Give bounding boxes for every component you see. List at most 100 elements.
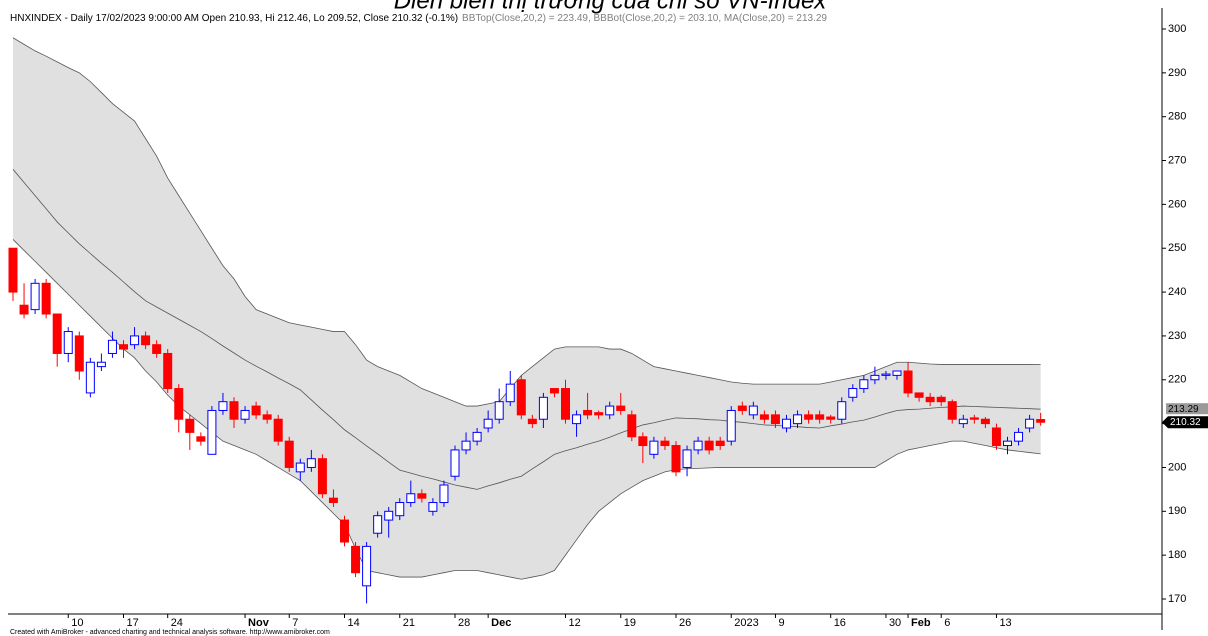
candle-body bbox=[8, 247, 18, 293]
candle-body bbox=[936, 396, 946, 403]
candle-body bbox=[494, 401, 504, 420]
candle-body bbox=[428, 502, 438, 512]
candle-body bbox=[373, 515, 383, 534]
x-tick-label: 26 bbox=[679, 617, 691, 629]
candle-body bbox=[759, 414, 769, 420]
y-tick-label: 260 bbox=[1168, 198, 1186, 210]
ma-value-box bbox=[1166, 403, 1208, 415]
candle-body bbox=[837, 401, 847, 420]
header-indicators: BBTop(Close,20,2) = 223.49, BBBot(Close,… bbox=[462, 13, 827, 24]
candle-body bbox=[196, 436, 206, 442]
x-tick-label: 30 bbox=[889, 617, 901, 629]
candle-body bbox=[284, 440, 294, 468]
candle-body bbox=[793, 414, 803, 425]
candle-body bbox=[273, 418, 283, 442]
x-tick-label: 14 bbox=[348, 617, 360, 629]
candle-body bbox=[748, 405, 758, 416]
candle-body bbox=[395, 502, 405, 517]
candle-body bbox=[638, 436, 648, 447]
candle-body bbox=[516, 379, 526, 416]
candle-body bbox=[74, 335, 84, 372]
candle-body bbox=[461, 440, 471, 451]
candle-body bbox=[991, 427, 1001, 447]
x-tick-label: Nov bbox=[248, 617, 270, 629]
candle-body bbox=[704, 440, 714, 451]
candle-body bbox=[527, 418, 537, 425]
x-tick-label: 19 bbox=[624, 617, 636, 629]
x-tick-label: 16 bbox=[834, 617, 846, 629]
candle-body bbox=[605, 405, 615, 416]
candle-body bbox=[782, 418, 791, 429]
candle-body bbox=[63, 331, 73, 354]
candle-body bbox=[439, 484, 449, 504]
candle-body bbox=[737, 405, 747, 411]
candle-body bbox=[505, 383, 515, 403]
candle-body bbox=[141, 335, 151, 346]
x-tick-label: 7 bbox=[292, 617, 298, 629]
candle-body bbox=[317, 458, 327, 495]
x-tick-label: 28 bbox=[458, 617, 470, 629]
ma-line bbox=[12, 169, 1041, 490]
candle-body bbox=[859, 379, 869, 390]
x-tick-label: 12 bbox=[569, 617, 581, 629]
candle-body bbox=[163, 352, 173, 390]
candle-body bbox=[870, 374, 880, 381]
candle-body bbox=[19, 304, 29, 315]
x-tick-label: Dec bbox=[491, 617, 511, 629]
candle-body bbox=[207, 409, 217, 455]
candle-body bbox=[119, 344, 128, 350]
y-tick-label: 250 bbox=[1168, 242, 1186, 254]
candle-body bbox=[903, 370, 913, 394]
y-tick-label: 270 bbox=[1168, 154, 1186, 166]
candle-body bbox=[914, 392, 924, 398]
candle-body bbox=[594, 412, 604, 416]
candle-body bbox=[262, 414, 272, 420]
candle-body bbox=[218, 401, 228, 411]
candle-body bbox=[384, 510, 394, 521]
candle-body bbox=[450, 449, 460, 477]
candle-body bbox=[96, 361, 106, 368]
candle-body bbox=[969, 417, 979, 420]
y-tick-label: 230 bbox=[1168, 330, 1186, 342]
candle-body bbox=[682, 449, 692, 468]
header-main: HNXINDEX - Daily 17/02/2023 9:00:00 AM O… bbox=[10, 13, 458, 24]
candle-body bbox=[925, 396, 935, 403]
candle-body bbox=[251, 405, 261, 416]
chart-title: Diễn biến thị trường của chỉ số VN-Index bbox=[394, 0, 828, 14]
candle-body bbox=[660, 440, 670, 447]
x-tick-label: 9 bbox=[778, 617, 784, 629]
candle-body bbox=[693, 440, 703, 451]
candle-body bbox=[107, 339, 117, 354]
bollinger-band bbox=[13, 37, 1041, 580]
y-tick-label: 290 bbox=[1168, 67, 1186, 79]
candle-body bbox=[472, 431, 482, 442]
candle-body bbox=[1036, 419, 1046, 423]
candle-body bbox=[306, 458, 316, 468]
candle-body bbox=[770, 414, 780, 425]
candle-body bbox=[240, 409, 250, 420]
candle-body bbox=[174, 388, 184, 420]
x-tick-label: Feb bbox=[911, 617, 931, 629]
footer: Created with AmiBroker - advanced charti… bbox=[10, 629, 330, 636]
candle-body bbox=[892, 370, 902, 376]
candle-body bbox=[30, 282, 40, 311]
candle-body bbox=[483, 418, 493, 429]
candle-body bbox=[848, 388, 858, 398]
candle-body bbox=[649, 440, 659, 455]
y-tick-label: 190 bbox=[1168, 505, 1186, 517]
y-tick-label: 240 bbox=[1168, 286, 1186, 298]
bb-bottom-line bbox=[12, 239, 1041, 580]
candle-body bbox=[1025, 418, 1035, 429]
close-value-label: 210.32 bbox=[1170, 417, 1201, 428]
candle-body bbox=[328, 497, 338, 504]
candle-body bbox=[340, 519, 349, 543]
x-tick-label: 10 bbox=[71, 617, 83, 629]
candle-body bbox=[417, 493, 427, 499]
candle-body bbox=[185, 418, 195, 433]
candle-body bbox=[815, 414, 825, 420]
candle-body bbox=[572, 414, 582, 425]
candle-body bbox=[351, 545, 361, 574]
y-tick-label: 280 bbox=[1168, 111, 1186, 123]
candle-body bbox=[616, 405, 626, 411]
ma-value-label: 213.29 bbox=[1168, 404, 1199, 415]
